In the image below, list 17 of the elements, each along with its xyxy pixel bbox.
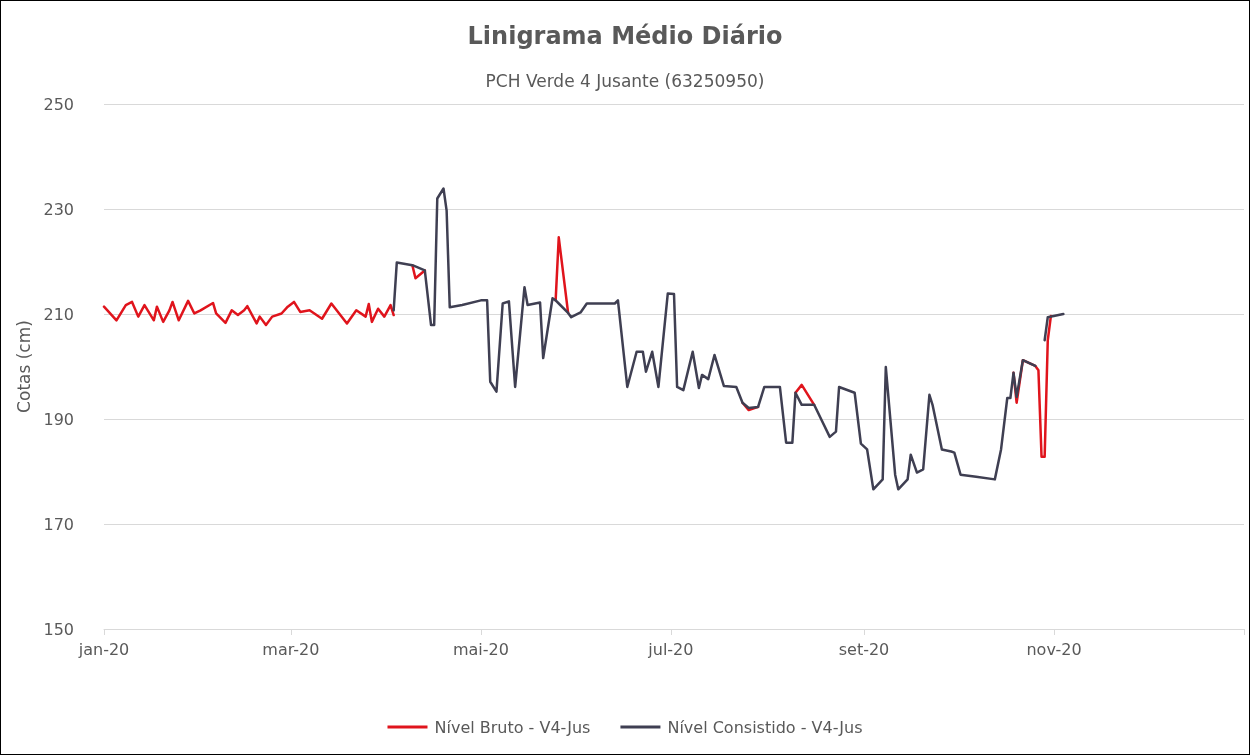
y-tick-label: 230 [43,199,74,219]
legend-label: Nível Consistido - V4-Jus [667,717,863,737]
y-tick-label: 150 [43,619,74,639]
y-tick-label: 190 [43,409,74,429]
x-tick-label: jan-20 [77,639,130,659]
y-tick-label: 210 [43,304,74,324]
x-tick-label: nov-20 [1026,639,1082,659]
x-tick-label: set-20 [838,639,890,659]
x-tick-label: mar-20 [262,639,320,659]
chart-title: Linigrama Médio Diário [467,22,783,50]
x-tick-label: mai-20 [452,639,509,659]
x-tick-label: jul-20 [647,639,694,659]
y-axis-title: Cotas (cm) [14,320,35,413]
legend-label: Nível Bruto - V4-Jus [434,717,591,737]
chart-subtitle: PCH Verde 4 Jusante (63250950) [485,70,765,91]
y-tick-label: 170 [43,514,74,534]
y-tick-label: 250 [43,94,74,114]
